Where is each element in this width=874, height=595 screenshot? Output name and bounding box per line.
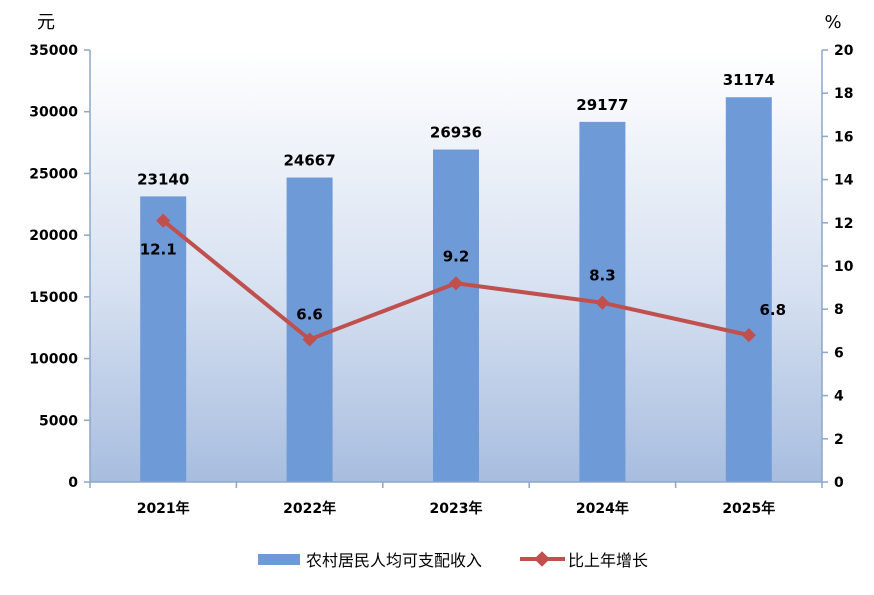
right-axis: 0 2 4 6 8 10 12 14 16 18 20 [821, 43, 854, 491]
left-axis: 0 5000 10000 15000 20000 25000 30000 35000 [29, 43, 91, 491]
right-tick-label: 14 [834, 173, 854, 189]
growth-marker-2022年 [302, 332, 317, 347]
growth-value-label-2021年: 12.1 [140, 241, 177, 259]
growth-value-label-2024年: 8.3 [589, 267, 616, 285]
income-value-label-2021年: 23140 [137, 170, 189, 188]
income-bar-2025年 [725, 97, 772, 483]
x-axis: 2021年 2022年 2023年 2024年 2025年 [89, 481, 823, 517]
x-tick-label: 2025年 [722, 500, 775, 517]
left-tick-label: 10000 [29, 352, 78, 368]
income-value-label-2025年: 31174 [723, 71, 775, 89]
x-tick-label: 2021年 [137, 500, 190, 517]
growth-marker-2025年 [741, 328, 756, 343]
right-tick-label: 10 [834, 259, 854, 275]
data-labels-layer: 23140 24667 26936 29177 31174 12.1 6.6 9.2 8.3 6.… [137, 71, 786, 323]
x-tick-label: 2023年 [430, 500, 483, 517]
right-tick-label: 8 [834, 302, 844, 318]
left-tick-label: 5000 [39, 413, 78, 429]
left-tick-label: 0 [68, 475, 78, 491]
legend-bar-swatch [258, 554, 300, 565]
right-tick-label: 18 [834, 86, 853, 102]
left-axis-unit: 元 [37, 12, 55, 33]
income-value-label-2024年: 29177 [576, 96, 628, 114]
right-tick-label: 20 [834, 43, 854, 59]
income-bar-2022年 [286, 177, 333, 482]
income-value-label-2023年: 26936 [430, 124, 482, 142]
left-tick-label: 30000 [29, 105, 78, 121]
growth-line-layer [156, 213, 756, 347]
growth-marker-2021年 [156, 213, 171, 228]
growth-value-label-2025年: 6.8 [760, 301, 787, 319]
right-tick-label: 16 [834, 129, 853, 145]
right-tick-label: 6 [834, 345, 844, 361]
growth-marker-2023年 [448, 276, 464, 291]
right-axis-unit: % [824, 12, 841, 33]
left-tick-label: 20000 [29, 228, 78, 244]
left-tick-label: 15000 [29, 290, 78, 306]
income-bar-2023年 [433, 149, 479, 482]
left-tick-label: 35000 [29, 43, 78, 59]
right-tick-label: 12 [834, 216, 853, 232]
x-tick-label: 2022年 [283, 500, 336, 517]
x-tick-label: 2024年 [576, 500, 629, 517]
legend-line-marker [534, 551, 550, 567]
income-value-label-2022年: 24667 [284, 152, 336, 170]
right-tick-label: 2 [834, 432, 844, 448]
income-bar-2021年 [140, 196, 187, 482]
legend: 农村居民人均可支配收入 比上年增长 [258, 551, 648, 570]
right-tick-label: 4 [834, 389, 844, 405]
growth-value-label-2022年: 6.6 [296, 305, 323, 323]
growth-value-label-2023年: 9.2 [443, 247, 470, 265]
legend-line-label: 比上年增长 [568, 551, 648, 570]
left-tick-label: 25000 [29, 166, 78, 182]
right-tick-label: 0 [834, 475, 844, 491]
legend-bar-label: 农村居民人均可支配收入 [306, 551, 482, 570]
growth-marker-2024年 [595, 295, 610, 310]
